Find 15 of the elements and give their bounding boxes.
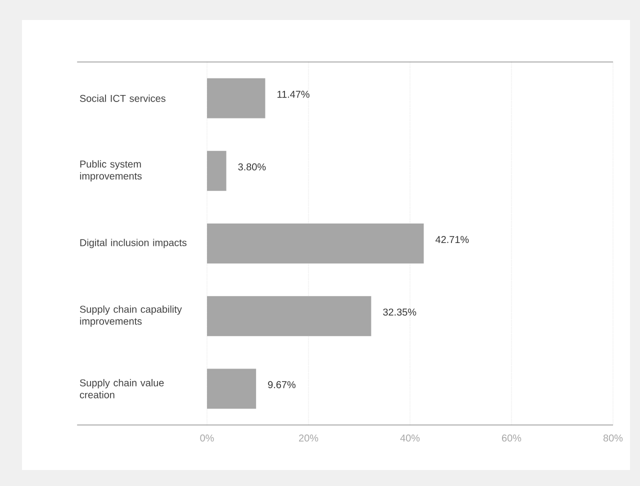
y-tick-label: Social ICT services bbox=[80, 94, 166, 102]
data-label: 32.35% bbox=[383, 308, 416, 316]
x-tick-label: 60% bbox=[502, 434, 522, 442]
data-label: 42.71% bbox=[436, 236, 469, 244]
x-tick-label: 80% bbox=[603, 434, 623, 442]
x-tick-label: 40% bbox=[400, 434, 420, 442]
y-tick-label: Public system improvements bbox=[80, 160, 142, 182]
data-label: 3.80% bbox=[238, 163, 266, 170]
y-tick-label: Supply chain value creation bbox=[80, 379, 164, 398]
y-tick-label: Digital inclusion impacts bbox=[80, 238, 187, 248]
y-tick-label: Supply chain capability improvements bbox=[80, 305, 182, 327]
x-tick-label: 20% bbox=[299, 434, 318, 442]
x-tick-label: 0% bbox=[200, 434, 214, 442]
data-label: 9.67% bbox=[268, 381, 296, 388]
data-label: 11.47% bbox=[278, 90, 310, 98]
